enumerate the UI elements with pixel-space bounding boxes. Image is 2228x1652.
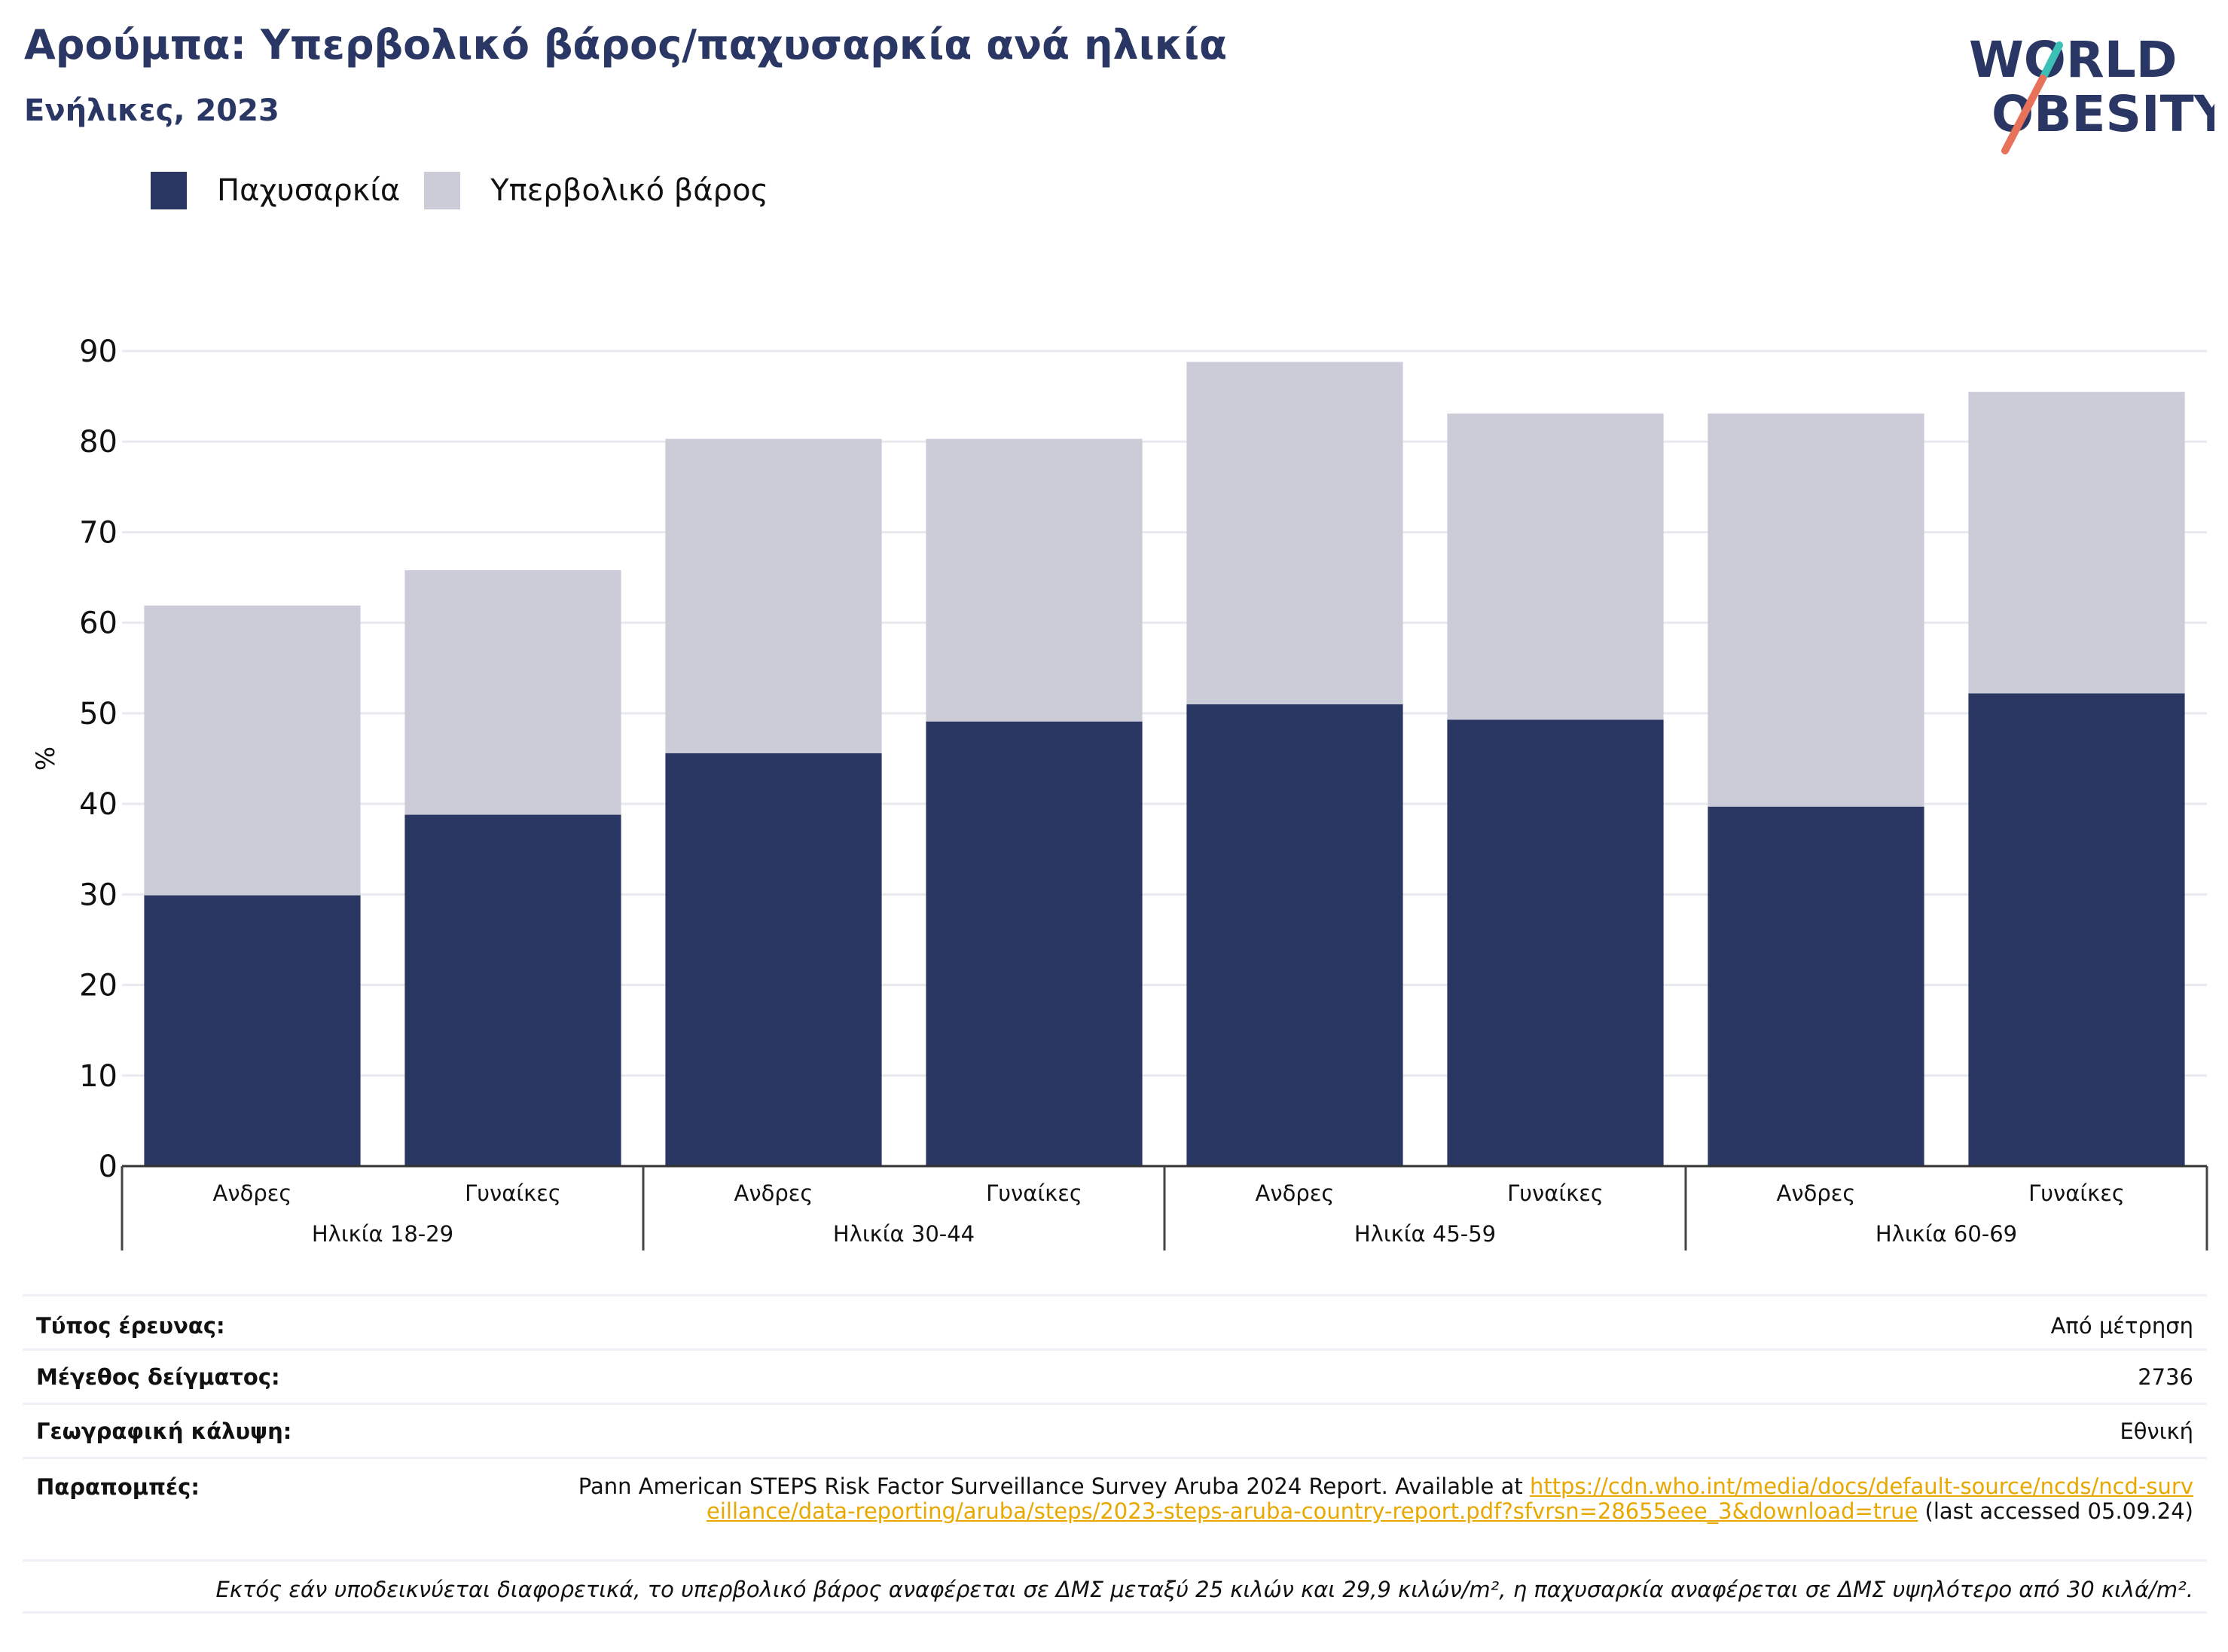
x-tick-label: Ανδρες (1256, 1180, 1335, 1206)
y-tick-label: 20 (79, 969, 118, 1003)
y-tick-label: 40 (79, 787, 118, 822)
legend-label-obesity: Παχυσαρκία (217, 173, 401, 208)
sample-size-value: 2736 (2138, 1364, 2193, 1390)
references-label: Παραπομπές: (36, 1474, 200, 1500)
chart-subtitle: Ενήλικες, 2023 (24, 93, 279, 128)
logo-text-world: WORLD (1969, 31, 2178, 89)
legend-label-overweight: Υπερβολικό βάρος (490, 173, 769, 208)
coverage-value: Εθνική (2120, 1418, 2193, 1444)
bar-overweight (144, 605, 361, 896)
legend-item-overweight: Υπερβολικό βάρος (424, 172, 768, 209)
x-tick-label: Ανδρες (213, 1180, 292, 1206)
bar-obesity (1968, 693, 2185, 1166)
bar-obesity (404, 814, 621, 1166)
bar-obesity (665, 753, 882, 1166)
group-label: Ηλικία 18-29 (312, 1221, 453, 1247)
y-tick-label: 70 (79, 515, 118, 550)
bar-overweight (1968, 392, 2185, 694)
references-text: Pann American STEPS Risk Factor Surveill… (578, 1473, 1530, 1499)
info-row-references: Παραπομπές: Pann American STEPS Risk Fac… (23, 1457, 2207, 1559)
legend-item-obesity: Παχυσαρκία (151, 172, 400, 209)
info-row-survey-type: Τύπος έρευνας: Από μέτρηση (23, 1294, 2207, 1348)
bar-obesity (926, 721, 1143, 1166)
info-table: Τύπος έρευνας: Από μέτρηση Μέγεθος δείγμ… (23, 1294, 2207, 1614)
references-value: Pann American STEPS Risk Factor Surveill… (574, 1474, 2193, 1524)
bar-obesity (1447, 719, 1664, 1166)
survey-type-value: Από μέτρηση (2050, 1313, 2193, 1339)
bar-overweight (1708, 413, 1924, 807)
legend-swatch-overweight (424, 172, 461, 209)
legend-swatch-obesity (151, 172, 187, 209)
bar-overweight (1447, 413, 1664, 720)
coverage-label: Γεωγραφική κάλυψη: (36, 1418, 292, 1444)
y-tick-label: 50 (79, 697, 118, 731)
chart-title: Αρούμπα: Υπερβολικό βάρος/παχυσαρκία ανά… (24, 21, 1228, 69)
x-tick-label: Γυναίκες (2028, 1180, 2125, 1206)
y-tick-label: 0 (99, 1150, 118, 1184)
y-tick-label: 90 (79, 334, 118, 369)
group-label: Ηλικία 60-69 (1875, 1221, 2017, 1247)
y-tick-label: 10 (79, 1059, 118, 1094)
x-tick-label: Ανδρες (1777, 1180, 1856, 1206)
bar-obesity (144, 895, 361, 1166)
survey-type-label: Τύπος έρευνας: (36, 1313, 225, 1339)
x-tick-label: Γυναίκες (986, 1180, 1082, 1206)
references-suffix: (last accessed 05.09.24) (1918, 1498, 2194, 1524)
x-tick-label: Γυναίκες (465, 1180, 561, 1206)
y-tick-label: 80 (79, 425, 118, 460)
bar-obesity (1186, 704, 1403, 1166)
group-label: Ηλικία 30-44 (833, 1221, 975, 1247)
logo-slash-coral (2001, 75, 2046, 154)
legend: Παχυσαρκία Υπερβολικό βάρος (151, 172, 792, 209)
x-tick-label: Ανδρες (734, 1180, 813, 1206)
group-label: Ηλικία 45-59 (1354, 1221, 1496, 1247)
world-obesity-logo: WORLD OBESITY (1969, 31, 2214, 154)
logo-text-obesity: OBESITY (1991, 85, 2214, 143)
info-row-coverage: Γεωγραφική κάλυψη: Εθνική (23, 1403, 2207, 1457)
bar-overweight (665, 438, 882, 753)
references-link[interactable]: https://cdn.who.int/media/docs/default-s… (707, 1473, 2193, 1524)
bar-overweight (926, 438, 1143, 722)
y-tick-label: 60 (79, 606, 118, 641)
bar-overweight (1186, 362, 1403, 704)
info-row-sample-size: Μέγεθος δείγματος: 2736 (23, 1348, 2207, 1403)
x-tick-label: Γυναίκες (1507, 1180, 1604, 1206)
bmi-note: Εκτός εάν υποδεικνύεται διαφορετικά, το … (23, 1559, 2207, 1614)
bar-overweight (404, 569, 621, 815)
logo-slash-teal (2039, 41, 2063, 82)
y-axis-label: % (31, 747, 61, 771)
y-tick-label: 30 (79, 878, 118, 912)
sample-size-label: Μέγεθος δείγματος: (36, 1364, 280, 1390)
bar-obesity (1708, 806, 1924, 1166)
bar-chart: 0 10 20 30 40 50 60 70 80 90% Ανδρες Γυναίκες Ανδρες… (31, 334, 2208, 1250)
